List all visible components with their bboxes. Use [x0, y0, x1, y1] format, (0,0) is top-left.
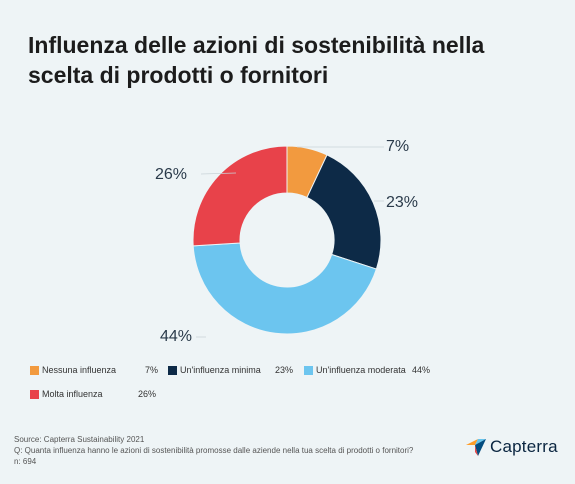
- legend-label-minima: Un'influenza minima: [180, 365, 261, 375]
- logo-mark-orange: [466, 438, 478, 445]
- question-note: Q: Quanta influenza hanno le azioni di s…: [14, 446, 414, 455]
- legend-swatch-moderata: [304, 366, 313, 375]
- capterra-logo: Capterra: [466, 437, 558, 457]
- data-label-influenza-moderata: 44%: [160, 328, 192, 345]
- legend-swatch-minima: [168, 366, 177, 375]
- data-label-molta-influenza: 26%: [155, 166, 187, 183]
- chart-title: Influenza delle azioni di sostenibilità …: [28, 32, 485, 88]
- legend-label-nessuna: Nessuna influenza: [42, 365, 117, 375]
- logo-mark-navy: [475, 438, 486, 456]
- legend-value-nessuna: 7%: [145, 365, 159, 375]
- legend-value-molta: 26%: [138, 389, 157, 399]
- donut-slice-influenza-moderata: [192, 242, 378, 335]
- donut-slice-molta-influenza: [192, 145, 288, 247]
- donut-slice-influenza-minima: [306, 154, 382, 270]
- capterra-logo-icon: [466, 438, 486, 456]
- legend-value-minima: 23%: [275, 365, 294, 375]
- data-label-nessuna-influenza: 7%: [386, 138, 409, 155]
- source-note: Source: Capterra Sustainability 2021: [14, 435, 145, 444]
- sample-size-note: n: 694: [14, 457, 37, 466]
- data-label-influenza-minima: 23%: [386, 194, 418, 211]
- legend-value-moderata: 44%: [412, 365, 431, 375]
- legend-label-moderata: Un'influenza moderata: [316, 365, 406, 375]
- chart-footer: Source: Capterra Sustainability 2021 Q: …: [14, 434, 413, 467]
- logo-mark-red: [475, 444, 478, 456]
- legend-swatch-nessuna: [30, 366, 39, 375]
- legend-label-molta: Molta influenza: [42, 389, 103, 399]
- leader-line-molta-influenza: [200, 172, 237, 175]
- legend-swatch-molta: [30, 390, 39, 399]
- capterra-logo-text: Capterra: [490, 437, 558, 456]
